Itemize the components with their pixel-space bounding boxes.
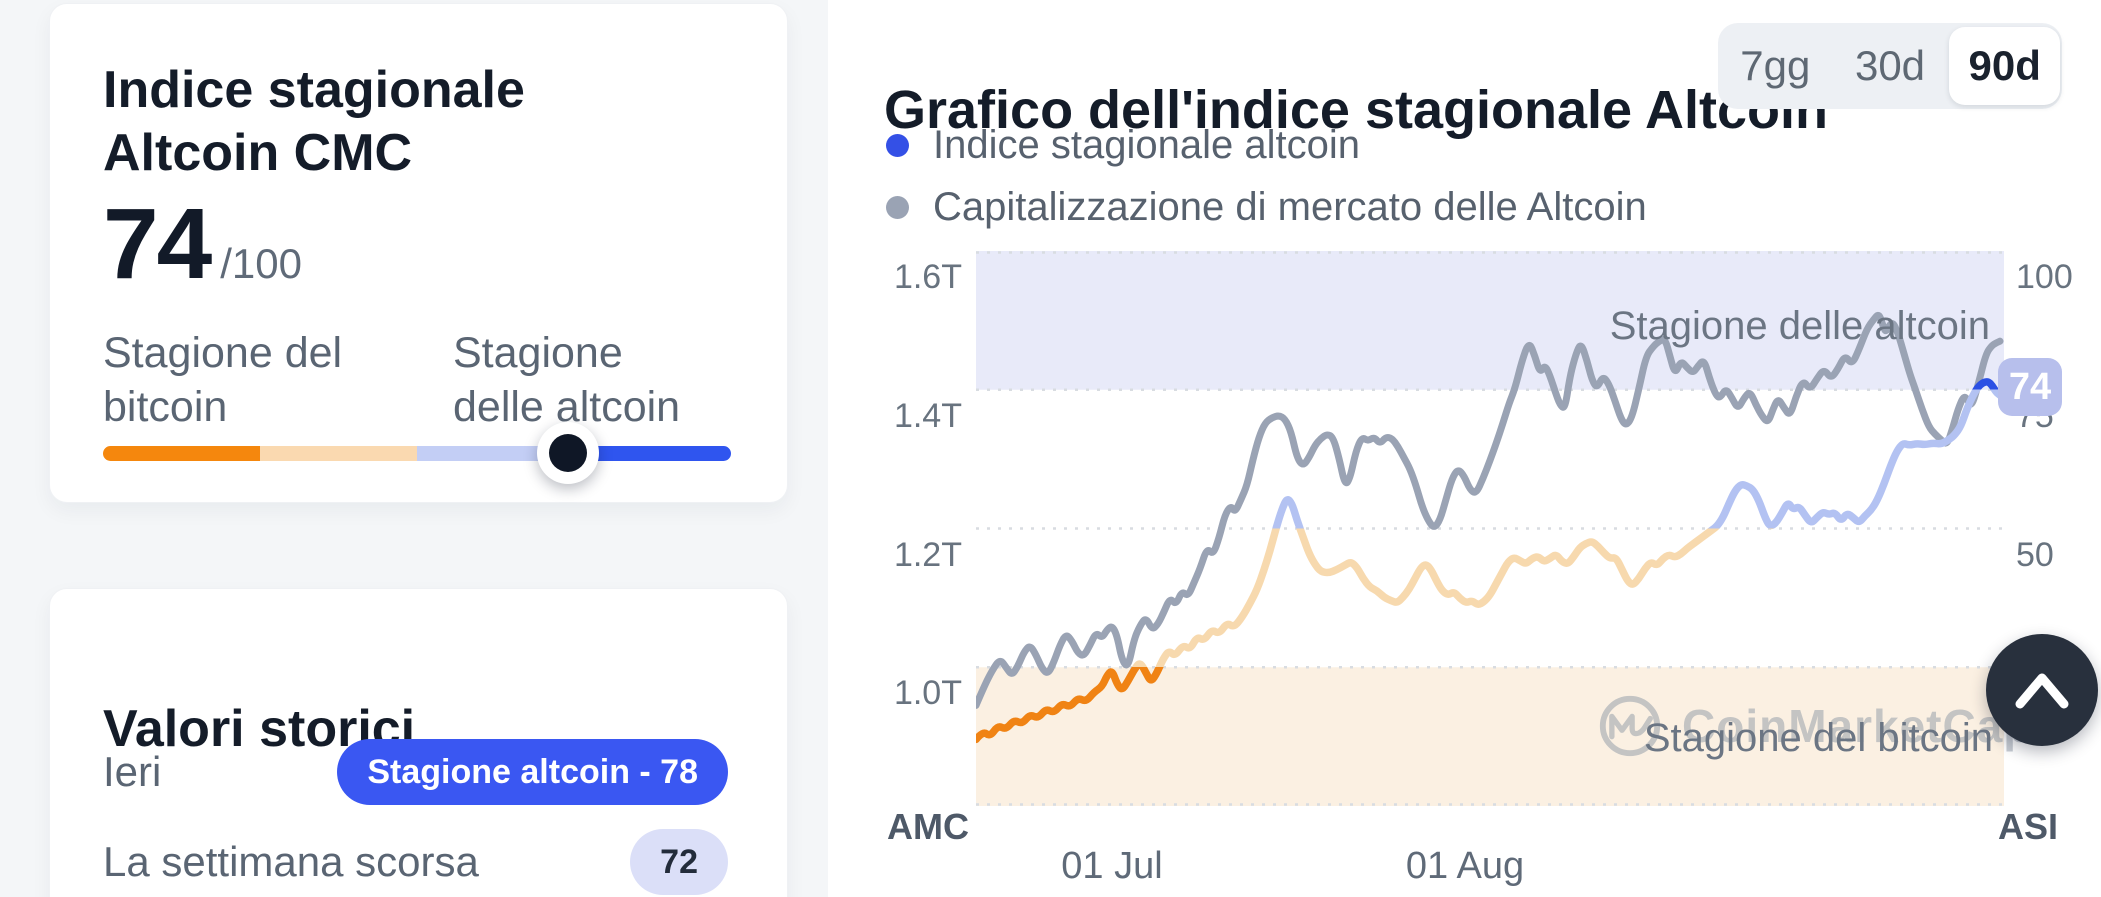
current-index-badge: 74 — [1998, 358, 2062, 416]
historical-row-label: Ieri — [103, 748, 162, 795]
left-axis-tick: 1.4T — [893, 396, 962, 435]
x-axis-tick: 01 Aug — [1405, 845, 1525, 887]
legend-label: Indice stagionale altcoin — [933, 122, 1360, 167]
left-axis-tick: 1.2T — [893, 535, 962, 574]
right-axis-name: ASI — [1998, 806, 2059, 847]
slider-segment — [260, 446, 417, 461]
historical-row: Ieri Stagione altcoin - 78 — [103, 739, 728, 805]
altcoin-marketcap-line — [976, 311, 2004, 709]
x-axis-tick: 01 Jul — [1061, 845, 1163, 887]
altcoin-season-band-label: Stagione delle altcoin — [1609, 304, 1990, 348]
season-band — [976, 251, 2004, 390]
coinmarketcap-logo-icon — [1599, 695, 1661, 757]
range-tab-90d[interactable]: 90d — [1949, 27, 2061, 105]
left-axis-tick: 1.0T — [893, 674, 962, 713]
coinmarketcap-watermark: CoinMarketCap — [1598, 694, 2032, 758]
scroll-to-top-button[interactable] — [1986, 634, 2098, 746]
slider-segment — [417, 446, 574, 461]
bitcoin-season-band-label: Stagione del bitcoin — [1643, 716, 1993, 760]
left-axis-name: AMC — [887, 806, 969, 847]
season-index-slider-knob[interactable] — [536, 422, 599, 484]
index-card: Indice stagionale Altcoin CMC 74 /100 St… — [49, 3, 788, 503]
index-card-title: Indice stagionale Altcoin CMC — [103, 61, 525, 182]
legend-item[interactable]: Indice stagionale altcoin — [886, 123, 1360, 167]
altcoin-season-index-line — [976, 378, 2004, 744]
right-axis-tick: 50 — [2016, 535, 2054, 574]
historical-row-label: La settimana scorsa — [103, 838, 479, 885]
chart-title: Grafico dell'indice stagionale Altcoin — [884, 79, 1829, 140]
historical-values-card: Valori storici Ieri Stagione altcoin - 78… — [49, 588, 788, 897]
range-tab-group: 7gg 30d 90d — [1718, 23, 2062, 109]
historical-row-badge: 72 — [630, 829, 728, 895]
season-index-chart[interactable] — [976, 251, 2004, 806]
legend-label: Capitalizzazione di mercato delle Altcoi… — [933, 184, 1647, 229]
season-band — [976, 667, 2004, 806]
index-value: 74 — [103, 188, 212, 300]
legend-item[interactable]: Capitalizzazione di mercato delle Altcoi… — [886, 185, 1647, 229]
altcoin-season-label: Stagione delle altcoin — [453, 329, 681, 432]
slider-knob-dot — [548, 434, 587, 472]
range-tab-7gg[interactable]: 7gg — [1740, 42, 1811, 89]
legend-dot-icon — [886, 133, 909, 157]
right-axis-tick: 100 — [2016, 258, 2073, 296]
index-value-row: 74 /100 — [103, 194, 302, 294]
index-value-denominator: /100 — [220, 240, 302, 287]
slider-segment — [574, 446, 731, 461]
legend-dot-icon — [886, 195, 909, 219]
season-index-slider-track[interactable] — [103, 446, 731, 461]
historical-row-badge: Stagione altcoin - 78 — [337, 739, 728, 805]
watermark-text: CoinMarketCap — [1682, 700, 2033, 752]
slider-segment — [103, 446, 260, 461]
range-tab-30d[interactable]: 30d — [1854, 42, 1926, 89]
bitcoin-season-label: Stagione del bitcoin — [103, 329, 343, 432]
left-axis-tick: 1.6T — [893, 258, 962, 296]
chevron-up-icon — [2015, 673, 2069, 709]
historical-row: La settimana scorsa 72 — [103, 829, 728, 895]
